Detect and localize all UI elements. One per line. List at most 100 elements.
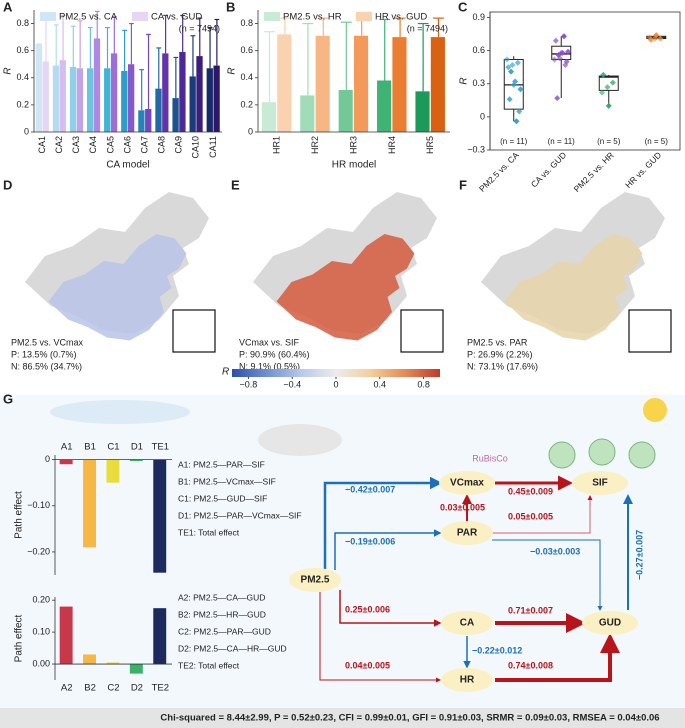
x-tick-label: A2 [61, 683, 73, 694]
x-tick-label: C2 [107, 683, 119, 694]
path-legend: TE2: Total effect [178, 660, 240, 670]
node-label: VCmax [450, 478, 484, 489]
path-legend: D1: PM2.5—PAR—VCmax—SIF [178, 510, 302, 520]
bar [300, 95, 315, 132]
panel-letter: A [3, 0, 13, 14]
y-tick-label: 0 [480, 111, 485, 121]
bar [104, 68, 111, 132]
colorbar-tick-label: 0.4 [374, 379, 387, 389]
legend-swatch [264, 12, 280, 21]
edge-label: −0.42±0.007 [345, 484, 395, 494]
node [572, 471, 628, 495]
y-tick-label: 0.2 [16, 99, 29, 109]
x-tick-label: D2 [131, 683, 143, 694]
node [439, 471, 495, 495]
edge [334, 529, 442, 570]
legend-swatch [356, 12, 372, 21]
point [657, 35, 664, 42]
y-tick-label: 0.00 [32, 658, 50, 668]
bar [261, 102, 276, 132]
y-tick-label: 0.6 [240, 45, 253, 55]
edge-label: 0.04±0.005 [345, 660, 390, 670]
node [441, 668, 493, 692]
x-axis-label: CA model [106, 160, 149, 171]
bar [153, 459, 167, 573]
point [563, 58, 570, 65]
edge-label: 0.74±0.008 [508, 660, 553, 670]
inset [172, 309, 216, 353]
bar [196, 56, 203, 132]
y-axis-label: Path effect [14, 491, 25, 539]
n-label: (n = 11) [500, 137, 528, 146]
map-p: P: 90.9% (60.4%) [239, 349, 310, 359]
panel-letter: C [458, 0, 468, 14]
n-label: (n = 11) [548, 137, 576, 146]
bar [106, 459, 120, 483]
bar [189, 76, 196, 132]
edge [492, 539, 603, 611]
point [503, 56, 510, 63]
point [653, 32, 660, 39]
enzyme: RuBisCo [472, 453, 508, 463]
bar [354, 35, 369, 132]
bar [129, 664, 143, 674]
path-legend: B1: PM2.5—VCmax—SIF [178, 476, 276, 486]
x-axis-label: HR model [332, 160, 376, 171]
node-label: SIF [592, 478, 608, 489]
x-tick-label: CA6 [122, 136, 132, 154]
x-tick-label: B2 [84, 683, 96, 694]
panel-letter: D [3, 177, 12, 192]
bar [206, 68, 213, 132]
x-tick-label: HR1 [272, 136, 282, 154]
y-tick-label: 0.6 [16, 45, 29, 55]
edges [319, 475, 633, 683]
bar [179, 52, 186, 133]
legend-label: PM2.5 vs. HR [283, 12, 342, 23]
edge [495, 633, 620, 682]
x-tick-label: HR5 [425, 136, 435, 154]
y-tick-label: 0.10 [32, 626, 50, 636]
node [441, 611, 493, 635]
x-tick-label: A1 [61, 442, 73, 453]
x-tick-label: CA3 [71, 136, 81, 154]
bar [59, 459, 73, 465]
x-tick-label: PM2.5 vs. CA [477, 150, 521, 194]
panel-letter: F [459, 177, 467, 192]
colorbar-tick-label: 0.8 [417, 379, 430, 389]
y-tick-label: −0.20 [27, 546, 50, 556]
chloroplast [628, 441, 656, 469]
bar [129, 459, 143, 461]
y-tick-label: 0.20 [32, 595, 50, 605]
x-tick-label: TE2 [152, 683, 169, 694]
x-tick-label: C1 [107, 442, 119, 453]
y-tick-label: 0.4 [16, 72, 29, 82]
y-tick-label: 0.4 [240, 72, 253, 82]
node-label: PAR [457, 528, 478, 539]
x-tick-label: HR2 [310, 136, 320, 154]
point [555, 52, 562, 59]
edge [319, 592, 441, 683]
box [598, 75, 619, 91]
y-tick-label: 0.8 [16, 18, 29, 28]
bar [155, 88, 162, 132]
colorbar [232, 369, 440, 377]
point [513, 118, 520, 125]
edge-label: 0.03±0.005 [440, 502, 485, 512]
x-tick-label: CA2 [54, 136, 64, 154]
point [647, 36, 654, 43]
y-tick-label: 0.9 [472, 12, 485, 22]
path-legend: B2: PM2.5—HR—GUD [178, 609, 266, 619]
n-label: (n = 5) [597, 137, 621, 146]
footer-bg [0, 708, 685, 728]
node [289, 568, 341, 592]
bar [35, 43, 42, 133]
map-n: N: 9.1% (0.5%) [239, 361, 300, 371]
edge-label: −0.22±0.012 [472, 645, 522, 655]
map-title: VCmax vs. SIF [239, 337, 300, 347]
bar [213, 65, 220, 132]
n-label: (n = 7494) [407, 23, 448, 33]
path-legend: TE1: Total effect [178, 527, 240, 537]
edge [323, 476, 443, 570]
bar [172, 98, 179, 132]
